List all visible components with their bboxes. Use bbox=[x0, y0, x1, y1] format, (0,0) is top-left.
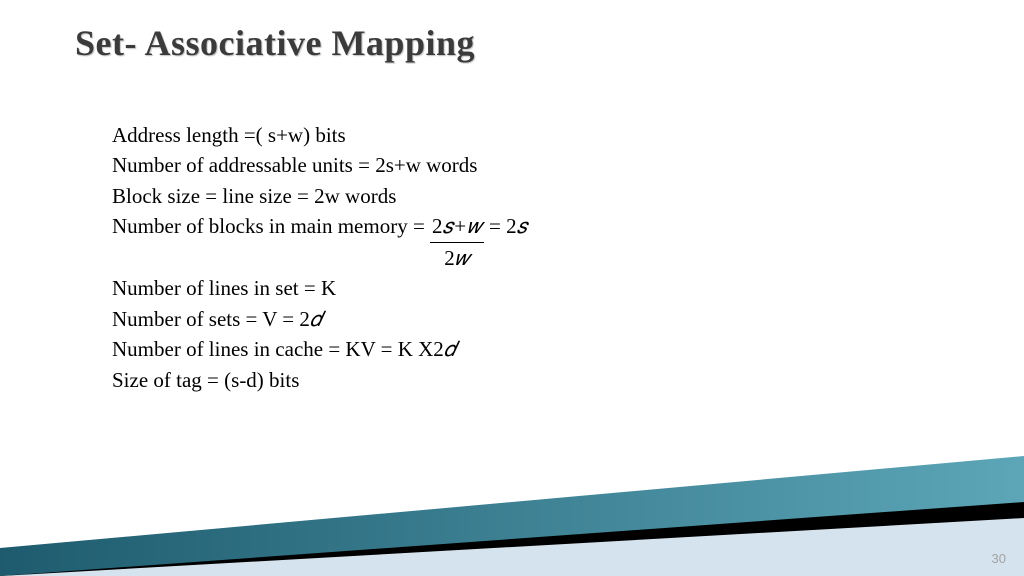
line-address-length: Address length =( s+w) bits bbox=[112, 120, 527, 150]
l7-suffix: 𝑑 bbox=[444, 337, 456, 361]
l4-mid: = 2 bbox=[484, 214, 517, 238]
slide-body: Address length =( s+w) bits Number of ad… bbox=[112, 120, 527, 395]
l4-numer-a: 2 bbox=[432, 214, 443, 238]
l6-suffix: 𝑑 bbox=[310, 307, 322, 331]
l4-denom-b: 𝑤 bbox=[455, 246, 470, 270]
l7-prefix: Number of lines in cache = KV = K X2 bbox=[112, 337, 444, 361]
page-number: 30 bbox=[992, 551, 1006, 566]
line-number-of-sets: Number of sets = V = 2𝑑 bbox=[112, 304, 527, 334]
l4-prefix: Number of blocks in main memory = bbox=[112, 214, 430, 238]
line-addressable-units: Number of addressable units = 2s+w words bbox=[112, 150, 527, 180]
l4-numer-b: 𝑠+𝑤 bbox=[443, 214, 482, 238]
l4-suffix: 𝑠 bbox=[517, 214, 527, 238]
l4-fraction: 2𝑠+𝑤 2𝑤 bbox=[430, 211, 484, 273]
line-blocks-main-memory: Number of blocks in main memory = 2𝑠+𝑤 2… bbox=[112, 211, 527, 273]
l6-prefix: Number of sets = V = 2 bbox=[112, 307, 310, 331]
slide-decoration bbox=[0, 456, 1024, 576]
l4-denom-a: 2 bbox=[444, 246, 455, 270]
line-block-size: Block size = line size = 2w words bbox=[112, 181, 527, 211]
line-lines-in-cache: Number of lines in cache = KV = K X2𝑑 bbox=[112, 334, 527, 364]
line-size-of-tag: Size of tag = (s-d) bits bbox=[112, 365, 527, 395]
slide-title: Set- Associative Mapping bbox=[75, 22, 475, 64]
line-lines-in-set: Number of lines in set = K bbox=[112, 273, 527, 303]
